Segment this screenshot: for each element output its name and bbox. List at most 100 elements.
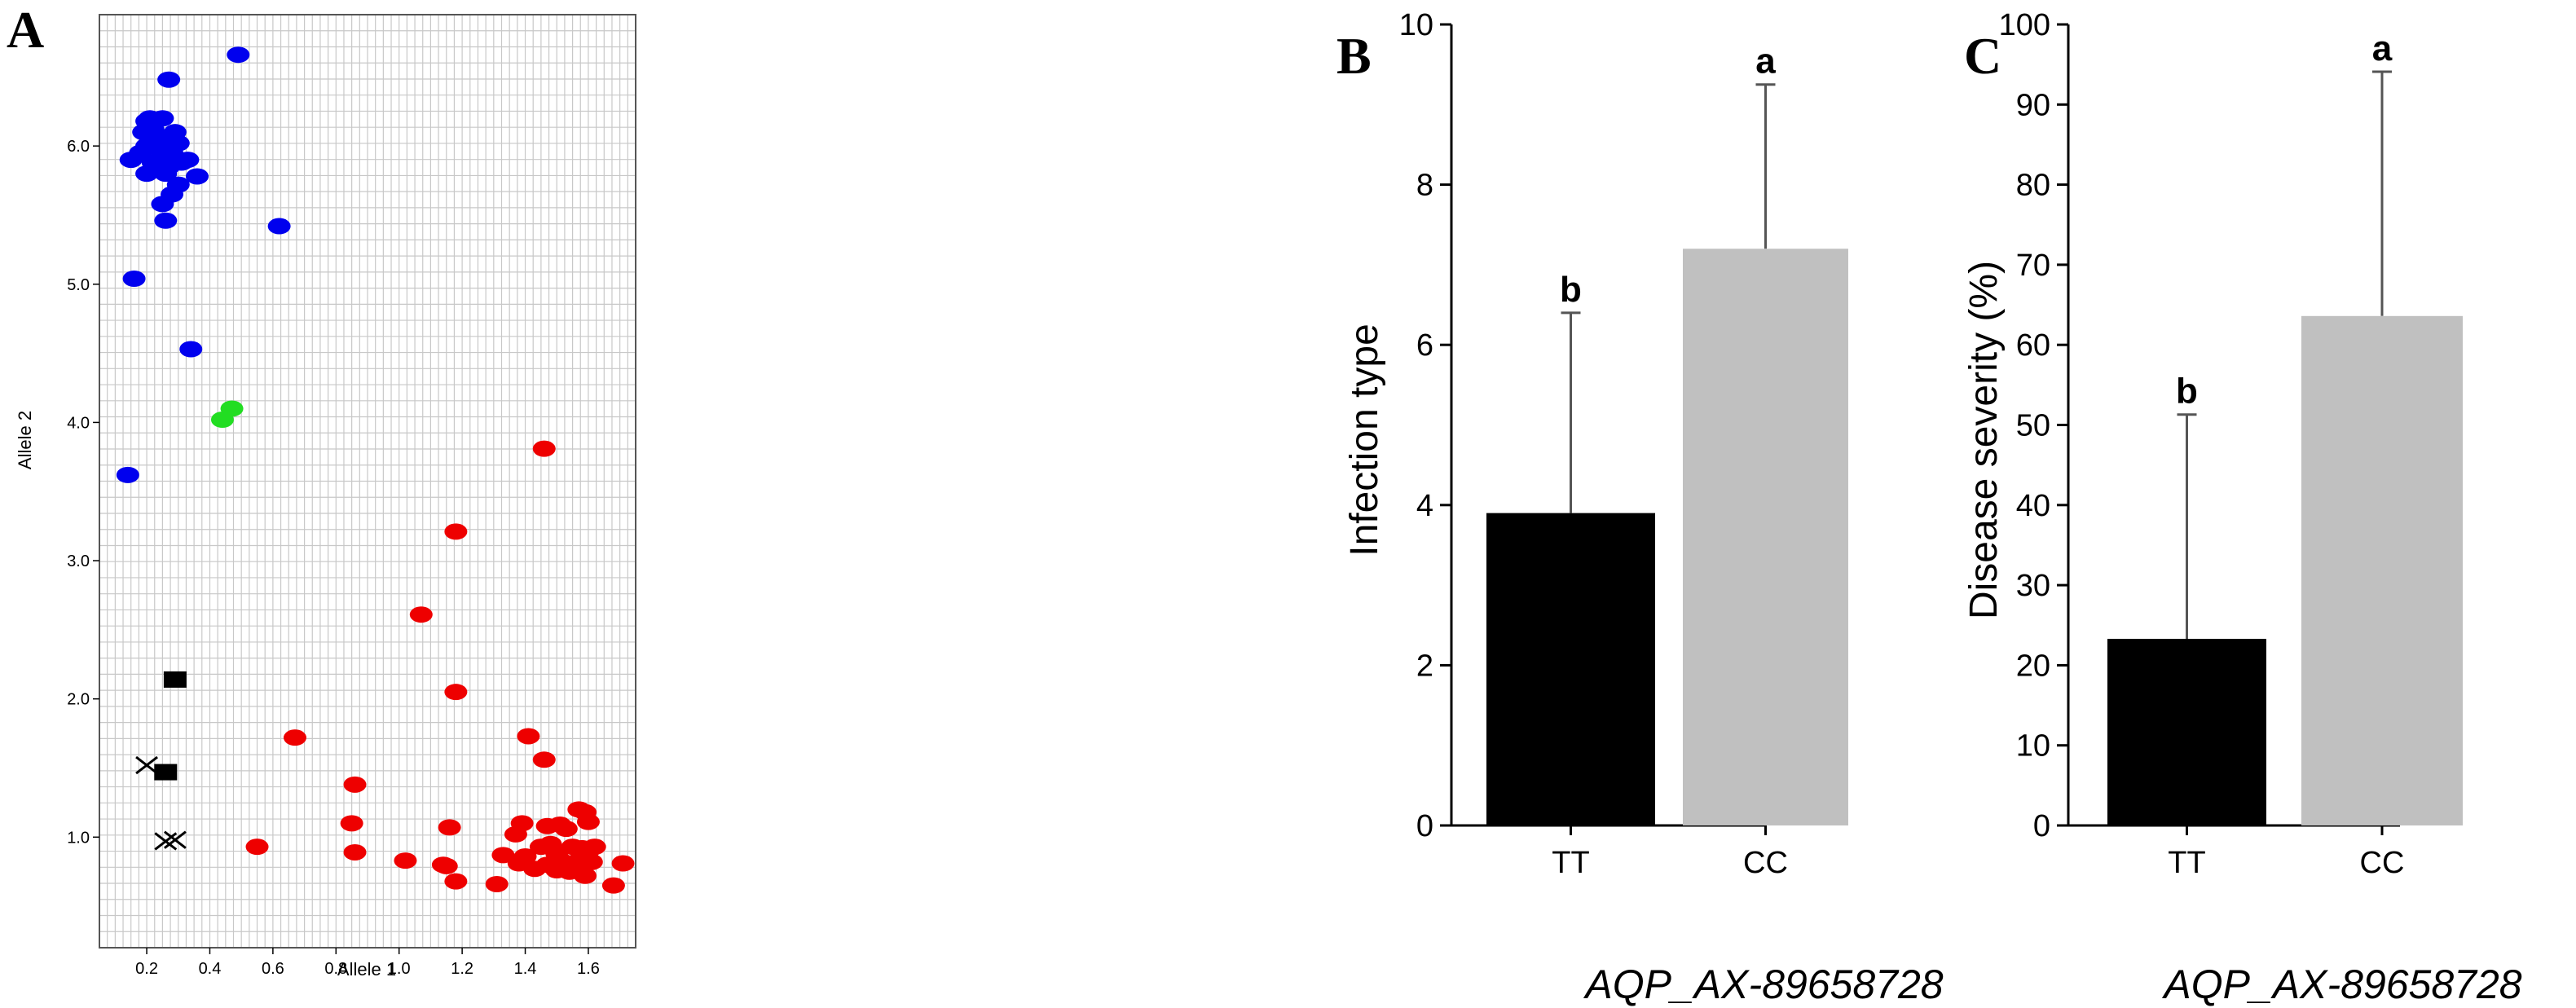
scatter-point <box>135 165 159 183</box>
scatter-point <box>438 819 461 836</box>
scatter-point <box>579 853 603 870</box>
x-tick-label: 1.6 <box>577 960 600 978</box>
scatter-point <box>176 152 200 169</box>
bar-c-y-tick-label: 100 <box>1999 8 2050 42</box>
scatter-frame <box>99 14 636 949</box>
scatter-x-axis-label: Allele 1 <box>337 959 396 979</box>
bar-b-y-tick-label: 8 <box>1416 169 1433 203</box>
bar-c-significance-label: b <box>2176 372 2198 412</box>
x-tick-label: 0.2 <box>135 960 158 978</box>
x-tick-label: 1.4 <box>514 960 537 978</box>
scatter-point <box>409 606 433 623</box>
scatter-point <box>154 165 178 183</box>
x-tick-label: 0.8 <box>324 960 347 978</box>
cross-stroke <box>135 755 158 775</box>
bar-c-significance-label: a <box>2372 29 2393 68</box>
bar-b-x-axis-label: AQP_AX-89658728 <box>1583 962 1943 1007</box>
scatter-point <box>532 440 556 457</box>
bar-c-y-tick-label: 60 <box>2016 328 2050 363</box>
scatter-square-point <box>163 671 187 688</box>
scatter-y-axis-label: Allele 2 <box>15 411 35 469</box>
scatter-point <box>119 152 143 169</box>
scatter-point <box>504 825 527 843</box>
bar-c-y-tick-label: 90 <box>2016 88 2050 122</box>
scatter-cross-point <box>154 832 178 851</box>
bar-b-bar-cc <box>1683 249 1848 825</box>
scatter-point <box>157 71 181 88</box>
bar-c-x-axis-label: AQP_AX-89658728 <box>2161 962 2521 1007</box>
bar-b-y-tick-label: 6 <box>1416 328 1433 363</box>
scatter-grid <box>99 15 636 948</box>
panel-b-label: B <box>1336 27 1372 85</box>
scatter-point <box>185 168 209 185</box>
scatter-point <box>444 873 468 890</box>
scatter-cross-point <box>163 830 187 849</box>
scatter-point <box>154 212 178 229</box>
bar-b-significance-label: a <box>1755 42 1776 81</box>
plot-frame <box>99 14 636 949</box>
scatter-y-ticks: 1.0 2.0 3.0 4.0 5.0 6.0 <box>67 138 99 847</box>
scatter-point <box>576 813 600 830</box>
bar-c-bar-cc <box>2301 315 2463 825</box>
bar-b-y-tick-label: 4 <box>1416 489 1433 523</box>
scatter-point <box>179 341 203 358</box>
y-tick-label: 2.0 <box>67 691 90 709</box>
bar-b-x-tick-label: CC <box>1743 846 1788 880</box>
scatter-point <box>245 839 269 856</box>
scatter-point <box>574 867 597 884</box>
bar-c-y-tick-label: 70 <box>2016 249 2050 283</box>
x-tick-label: 1.0 <box>388 960 411 978</box>
bar-b-y-tick-label: 10 <box>1399 8 1433 42</box>
bar-c-bar-tt <box>2107 638 2266 825</box>
x-tick-label: 0.4 <box>199 960 222 978</box>
bar-b-significance-label: b <box>1560 270 1582 310</box>
scatter-point <box>523 861 547 878</box>
scatter-point <box>491 847 515 864</box>
scatter-point <box>517 728 540 745</box>
bar-b-x-tick-label: TT <box>1552 846 1589 880</box>
scatter-square-point <box>154 764 178 781</box>
scatter-point <box>434 857 458 874</box>
scatter-point <box>485 875 509 892</box>
bar-b-bar-tt <box>1486 513 1655 825</box>
bar-c-y-tick-label: 10 <box>2016 729 2050 764</box>
y-tick-label: 5.0 <box>67 276 90 294</box>
scatter-point <box>151 196 174 213</box>
bar-c-x-tick-label: CC <box>2360 846 2405 880</box>
bar-c-y-axis-label: Disease severity (%) <box>1962 261 2006 619</box>
scatter-points <box>116 46 635 894</box>
x-tick-label: 1.2 <box>451 960 473 978</box>
bar-c-y-tick-label: 20 <box>2016 649 2050 683</box>
scatter-point <box>122 270 146 287</box>
scatter-point <box>394 852 417 869</box>
cross-stroke <box>154 832 178 851</box>
scatter-point <box>283 729 306 746</box>
bar-b-y-axis-label: Infection type <box>1343 324 1386 557</box>
scatter-point <box>227 46 250 64</box>
y-tick-label: 4.0 <box>67 414 90 432</box>
bar-chart-b: 0 2 4 6 8 10 b TT a CC <box>1399 8 1848 880</box>
bar-b-y-tick-label: 2 <box>1416 649 1433 683</box>
scatter-point <box>611 855 635 872</box>
scatter-point <box>343 776 367 793</box>
scatter-point <box>267 218 291 235</box>
y-tick-label: 3.0 <box>67 552 90 570</box>
bar-c-y-tick-label: 0 <box>2033 809 2050 843</box>
scatter-point <box>116 466 139 483</box>
cross-stroke <box>163 830 187 849</box>
bar-c-y-tick-label: 80 <box>2016 169 2050 203</box>
scatter-point <box>340 815 363 832</box>
scatter-point <box>444 523 468 540</box>
bar-chart-c: 0 10 20 30 40 50 60 70 80 90 100 b TT a CC <box>1999 8 2463 880</box>
scatter-point <box>601 877 625 894</box>
scatter-point <box>554 821 578 838</box>
scatter-point <box>444 684 468 701</box>
scatter-point <box>343 843 367 861</box>
bar-c-y-tick-label: 30 <box>2016 569 2050 603</box>
scatter-point <box>220 400 244 417</box>
bar-c-y-tick-label: 50 <box>2016 409 2050 443</box>
x-tick-label: 0.6 <box>262 960 284 978</box>
bar-c-x-tick-label: TT <box>2168 846 2205 880</box>
scatter-x-ticks: 0.2 0.4 0.6 0.8 1.0 1.2 1.4 1.6 <box>135 948 600 978</box>
y-tick-label: 1.0 <box>67 829 90 847</box>
